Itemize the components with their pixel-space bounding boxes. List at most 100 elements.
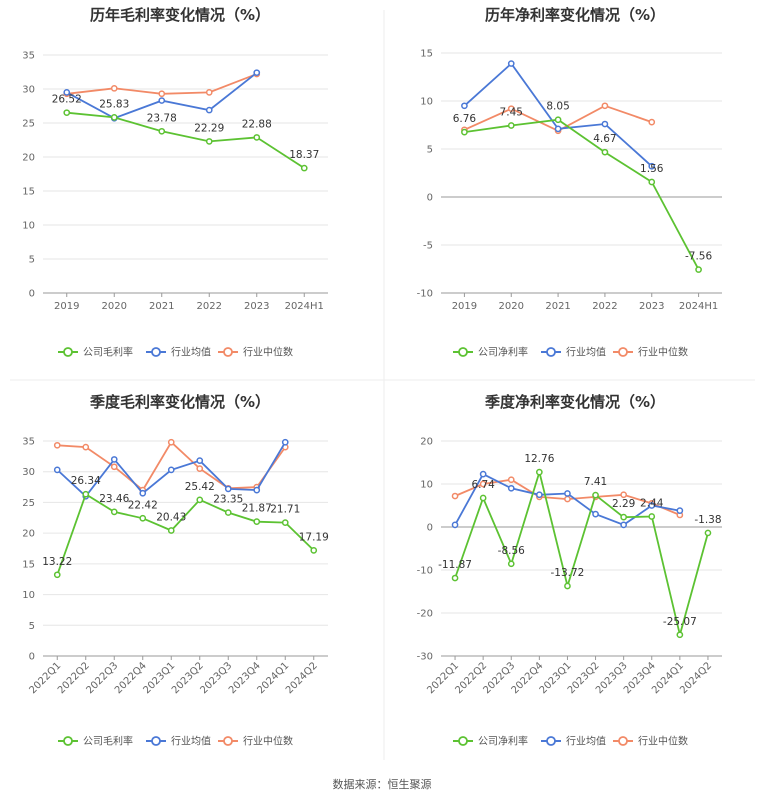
data-point xyxy=(564,495,571,503)
data-label: 8.05 xyxy=(546,101,569,113)
y-tick-label: -10 xyxy=(417,566,433,577)
data-label: 20.43 xyxy=(156,512,186,524)
data-point xyxy=(676,507,684,515)
y-tick-label: 15 xyxy=(22,187,35,198)
x-tick-label: 2023 xyxy=(244,301,269,312)
x-tick-label: 2024H1 xyxy=(285,301,324,312)
legend-label: 公司净利率 xyxy=(478,735,528,748)
y-tick-label: -20 xyxy=(417,609,433,620)
series-industry-avg xyxy=(461,60,656,170)
data-point xyxy=(158,90,166,98)
x-tick-label: 2023 xyxy=(639,301,664,312)
data-point xyxy=(196,465,204,472)
data-point xyxy=(554,125,562,133)
series-line xyxy=(56,492,315,576)
y-tick-label: -10 xyxy=(417,289,433,300)
y-tick-label: 30 xyxy=(22,85,35,96)
legend-label: 行业中位数 xyxy=(243,735,293,748)
series-industry-avg xyxy=(451,470,684,529)
data-point xyxy=(620,521,628,529)
y-tick-label: 0 xyxy=(427,523,433,534)
data-label: 4.67 xyxy=(593,133,616,145)
x-tick-label: 2024Q2 xyxy=(678,660,714,696)
data-point xyxy=(592,491,599,499)
data-label: 23.35 xyxy=(213,494,243,506)
data-label: 26.34 xyxy=(71,475,101,487)
data-label: 25.83 xyxy=(99,98,129,110)
data-point xyxy=(205,138,213,145)
data-point xyxy=(676,631,684,639)
y-tick-label: 15 xyxy=(420,49,433,60)
data-label: 2.44 xyxy=(640,498,664,510)
y-tick-label: 5 xyxy=(29,255,35,266)
legend-marker xyxy=(223,347,233,357)
data-point xyxy=(110,508,118,516)
x-tick-label: 2022 xyxy=(197,301,222,312)
x-tick-label: 2020 xyxy=(499,301,524,312)
data-point xyxy=(253,486,261,494)
legend-marker xyxy=(151,347,161,357)
chart-title: 季度毛利率变化情况（%） xyxy=(90,393,270,411)
data-point xyxy=(479,480,487,488)
y-tick-label: 20 xyxy=(22,153,35,164)
legend-marker xyxy=(151,736,161,746)
chart-annual-gross: 历年毛利率变化情况（%） 0 5 10 15 20 25 30 35 2019 2020 2021 20… xyxy=(22,6,328,359)
y-tick-label: -30 xyxy=(417,652,433,663)
legend-label: 行业中位数 xyxy=(638,346,688,359)
y-tick-label: 10 xyxy=(420,480,433,491)
data-point xyxy=(620,513,628,521)
data-label: 23.46 xyxy=(99,493,129,505)
data-label: -13.72 xyxy=(551,567,585,579)
data-point xyxy=(648,118,656,126)
data-point xyxy=(139,489,147,497)
legend: 公司净利率 行业均值 行业中位数 xyxy=(453,346,688,359)
legend: 公司毛利率 行业均值 行业中位数 xyxy=(58,735,293,748)
data-point xyxy=(196,457,204,465)
legend-label: 行业均值 xyxy=(566,346,606,359)
data-point xyxy=(648,162,656,170)
legend-label: 行业中位数 xyxy=(638,735,688,748)
data-point xyxy=(110,84,118,92)
data-point xyxy=(648,502,656,509)
data-label: 17.19 xyxy=(299,531,329,543)
legend: 公司毛利率 行业均值 行业中位数 xyxy=(58,346,293,359)
y-tick-label: 35 xyxy=(22,437,35,448)
y-tick-label: 0 xyxy=(29,652,35,663)
data-point xyxy=(536,491,543,499)
data-point xyxy=(63,89,71,96)
data-point xyxy=(139,514,147,522)
legend-marker xyxy=(546,736,556,746)
data-point xyxy=(507,484,515,492)
legend-label: 行业中位数 xyxy=(243,346,293,359)
legend-marker xyxy=(63,736,73,746)
legend-marker xyxy=(458,736,468,746)
data-label: -25.07 xyxy=(663,616,697,628)
legend-label: 公司净利率 xyxy=(478,346,528,359)
data-point xyxy=(461,128,468,136)
data-point xyxy=(507,476,515,484)
data-point xyxy=(63,109,71,117)
y-tick-label: 10 xyxy=(22,590,35,601)
y-tick-label: 25 xyxy=(22,119,35,130)
y-tick-label: 5 xyxy=(29,621,35,632)
data-label: 26.52 xyxy=(52,94,82,106)
data-point xyxy=(564,582,571,590)
data-point xyxy=(507,105,515,113)
y-tick-label: 10 xyxy=(420,97,433,108)
legend: 公司净利率 行业均值 行业中位数 xyxy=(453,735,688,748)
chart-quarterly-net: 季度净利率变化情况（%）-30-20-10010202022Q12022Q220… xyxy=(417,393,722,748)
data-point xyxy=(82,443,90,451)
x-tick-label: 2024H1 xyxy=(679,301,718,312)
data-point xyxy=(205,106,213,114)
data-label: 25.42 xyxy=(185,481,215,493)
legend-marker xyxy=(618,736,628,746)
data-point xyxy=(554,116,562,124)
data-label: 18.37 xyxy=(289,149,319,161)
data-label: 22.29 xyxy=(194,122,224,134)
data-label: 6.74 xyxy=(471,479,495,491)
legend-marker xyxy=(618,347,628,357)
data-point xyxy=(620,491,628,499)
data-label: -1.38 xyxy=(694,514,721,526)
data-point xyxy=(110,463,118,471)
